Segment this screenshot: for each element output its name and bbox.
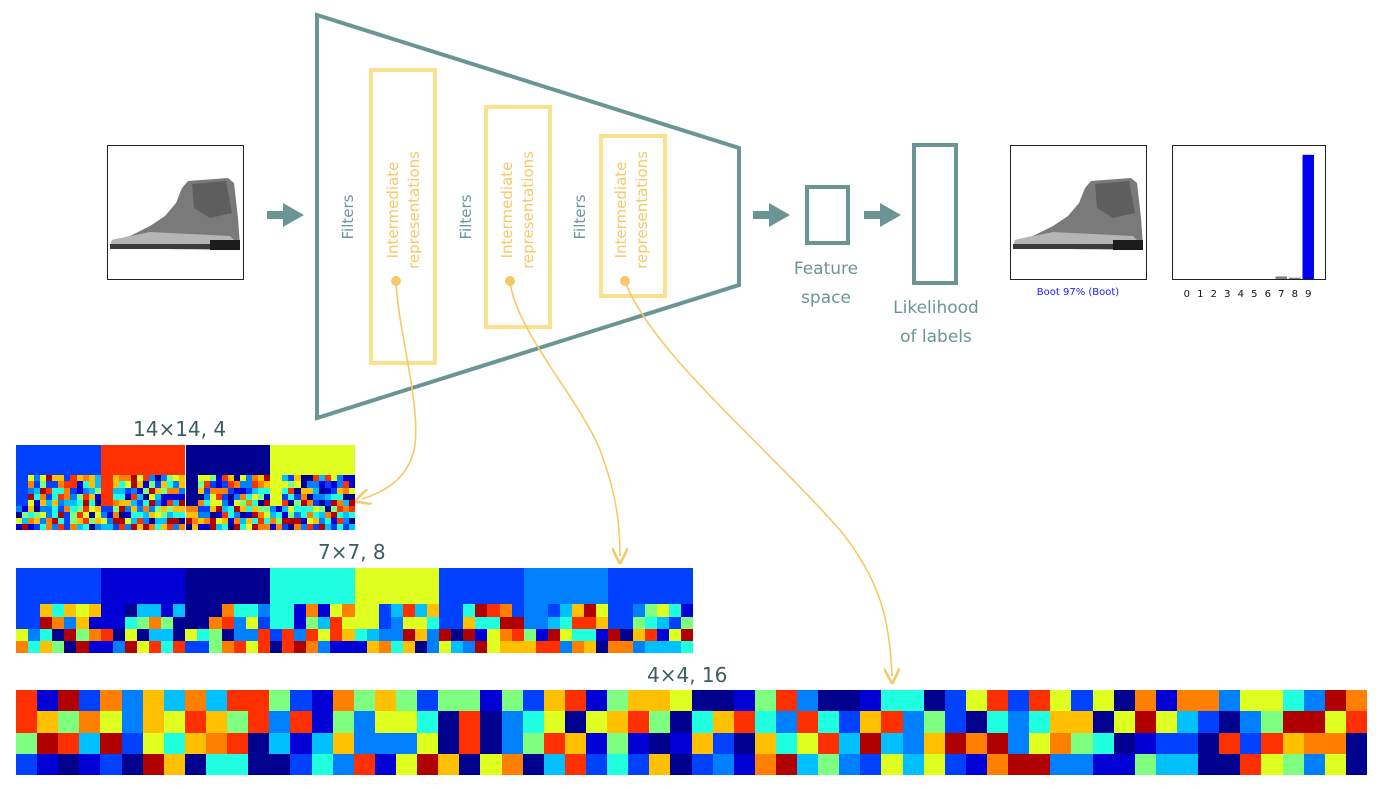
feature-map-tile: [100, 445, 186, 530]
tick-label-1: 1: [1197, 289, 1204, 300]
feature-map-tile: [184, 690, 270, 775]
feature-map-tile: [1282, 690, 1367, 775]
prob-bar-7: [1275, 276, 1287, 279]
likelihood-label: Likelihood of labels: [893, 298, 979, 347]
feature-map-tile: [270, 445, 355, 530]
intermediate-box-1: [369, 68, 437, 365]
tick-label-8: 8: [1291, 289, 1298, 300]
feature-map-tile: [354, 568, 440, 653]
tick-label-9: 9: [1305, 289, 1312, 300]
feature-map-tile: [608, 568, 693, 653]
feature-map-tile: [100, 690, 185, 775]
input-arrow: [267, 203, 304, 227]
feature-space-label: Feature space: [794, 259, 858, 308]
tick-label-2: 2: [1210, 289, 1217, 300]
intermediate-label-1: Intermediate representations: [384, 151, 423, 269]
filters-label-1: Filters: [339, 194, 357, 239]
feature-map-tile: [1198, 690, 1283, 775]
likelihood-arrow: [864, 203, 901, 227]
feature-map-tile: [185, 445, 271, 530]
connector-curve-2: [509, 280, 620, 556]
intermediate-label-2: Intermediate representations: [498, 151, 537, 269]
probability-chart: [1172, 145, 1326, 280]
connector-curve-3: [624, 280, 892, 676]
feature-map-tile: [438, 690, 523, 775]
prob-bar-9: [1302, 154, 1314, 279]
tick-label-6: 6: [1264, 289, 1271, 300]
feature-map-strip-7x7: [16, 568, 693, 653]
intermediate-box-2: [484, 105, 552, 329]
feature-map-tile: [691, 690, 776, 775]
intermediate-label-3: Intermediate representations: [612, 151, 651, 269]
tick-label-5: 5: [1251, 289, 1258, 300]
feature-map-tile: [607, 690, 692, 775]
network-trapezoid: [315, 12, 741, 421]
likelihood-box: [912, 143, 958, 285]
conv2-label: 7×7, 8: [318, 540, 386, 564]
feature-map-tile: [523, 568, 609, 653]
connector-curve-1: [362, 280, 417, 499]
feature-map-tile: [269, 568, 355, 653]
tick-label-4: 4: [1237, 289, 1244, 300]
intermediate-box-3: [599, 134, 667, 298]
filters-label-2: Filters: [457, 194, 475, 239]
feature-map-strip-14x14: [16, 445, 355, 530]
prediction-caption: Boot 97% (Boot): [1036, 287, 1120, 298]
feature-map-tile: [100, 568, 186, 653]
feature-map-tile: [16, 690, 101, 775]
conv3-label: 4×4, 16: [647, 663, 728, 687]
conv1-label: 14×14, 4: [133, 417, 227, 441]
predicted-image: [1010, 145, 1147, 280]
feature-map-tile: [1029, 690, 1114, 775]
feature-map-tile: [353, 690, 439, 775]
tick-label-0: 0: [1183, 289, 1190, 300]
feature-space-box: [805, 185, 850, 245]
boot-icon: [110, 178, 240, 250]
probability-bars: [1275, 154, 1314, 279]
feature-arrow: [753, 203, 790, 227]
filters-label-3: Filters: [571, 194, 589, 239]
feature-map-tile: [16, 445, 101, 530]
feature-map-tile: [860, 690, 945, 775]
feature-map-tile: [1113, 690, 1199, 775]
feature-map-tile: [944, 690, 1030, 775]
feature-map-tile: [16, 568, 101, 653]
feature-map-tile: [775, 690, 861, 775]
prob-bar-8: [1289, 277, 1301, 279]
tick-label-7: 7: [1278, 289, 1285, 300]
boot-icon: [1013, 178, 1143, 250]
feature-map-tile: [522, 690, 608, 775]
tick-label-3: 3: [1224, 289, 1231, 300]
feature-map-tile: [269, 690, 354, 775]
feature-map-tile: [185, 568, 270, 653]
feature-map-tile: [439, 568, 524, 653]
feature-map-strip-4x4: [16, 690, 1367, 775]
input-image: [107, 145, 244, 280]
